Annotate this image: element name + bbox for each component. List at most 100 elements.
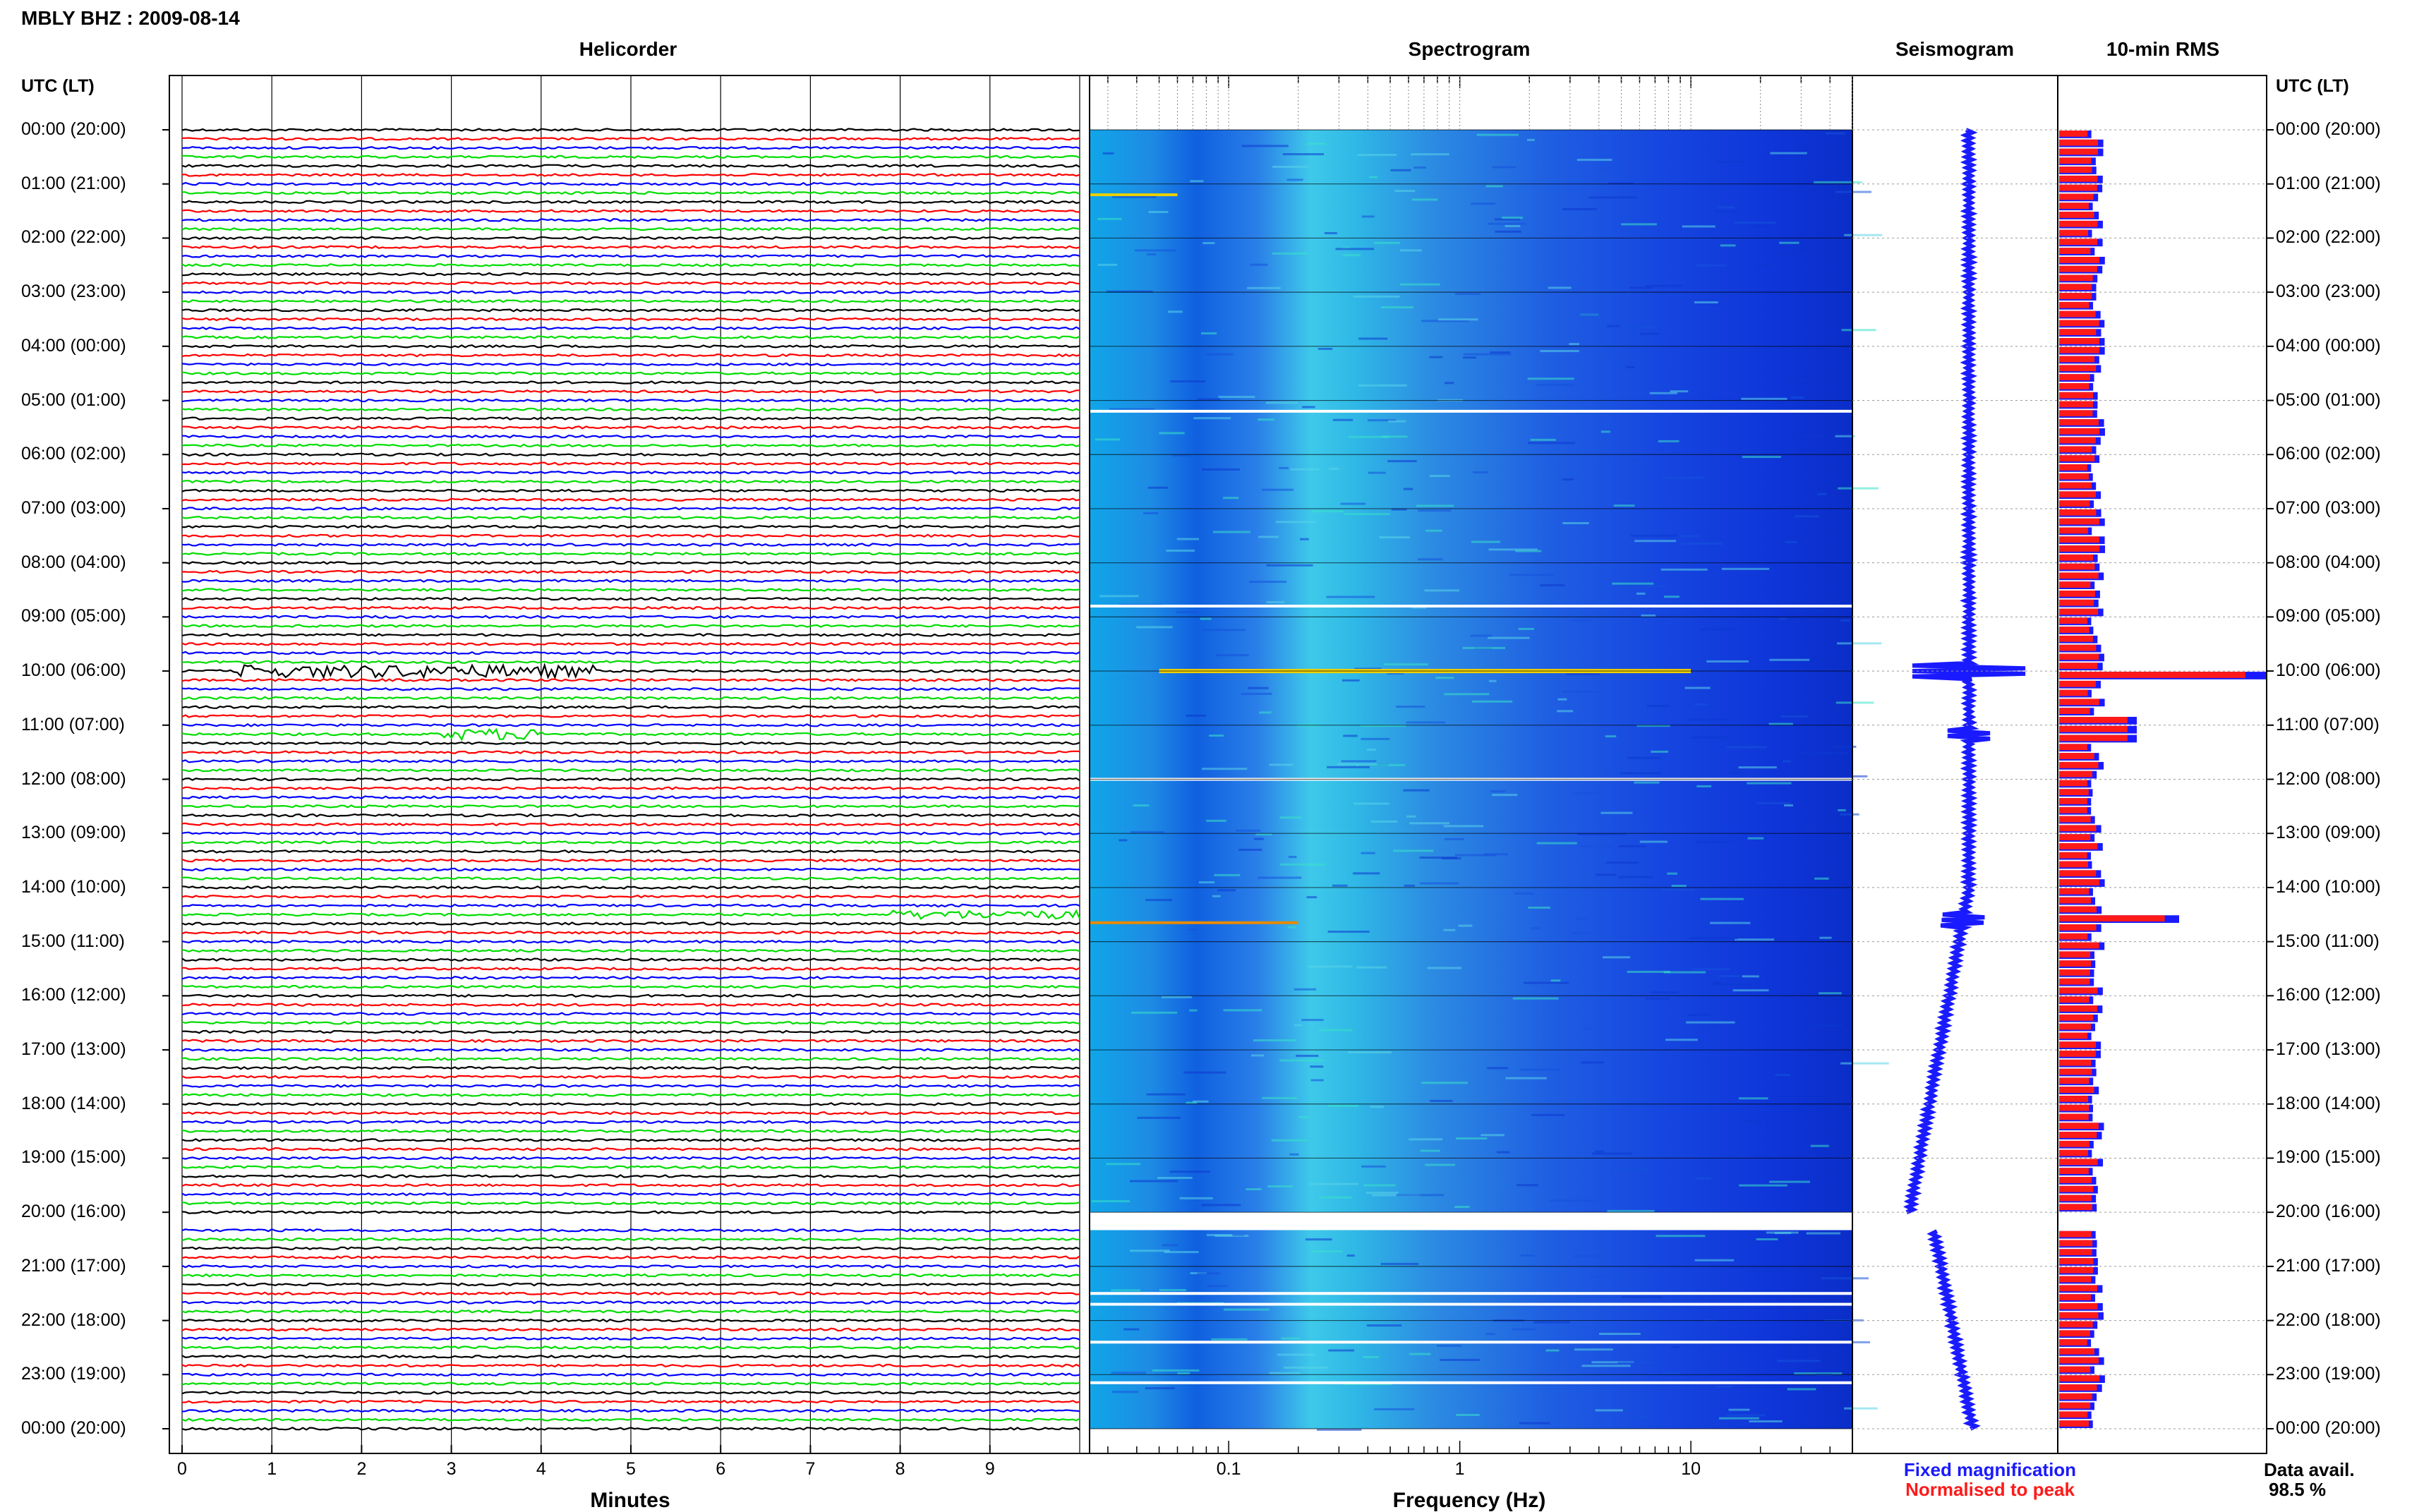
helicorder-trace — [181, 1065, 1080, 1070]
helicorder-trace — [181, 678, 1080, 682]
spectrogram-streak — [1492, 794, 1518, 797]
spectrogram-streak — [1279, 816, 1303, 819]
spectrogram-streak — [1524, 981, 1569, 984]
spectrogram-streak — [1361, 215, 1375, 218]
spectrogram-event — [1090, 921, 1298, 924]
spectrogram-streak — [1695, 1177, 1711, 1180]
spectrogram-streak — [1310, 1250, 1342, 1253]
rms-bar-normalised — [2059, 996, 2090, 1003]
rms-bar-normalised — [2059, 301, 2090, 308]
spectrogram-streak — [1277, 1353, 1315, 1356]
helicorder-trace — [181, 1129, 1080, 1133]
rms-bar-normalised — [2059, 1375, 2100, 1382]
right-time-tick-label: 01:00 (21:00) — [2276, 173, 2381, 193]
rms-bar-normalised — [2059, 382, 2090, 389]
spectrogram-streak — [1409, 1138, 1443, 1141]
spectrogram-streak — [1481, 1134, 1505, 1137]
rms-bar-normalised — [2059, 1159, 2098, 1166]
spectrogram-streak — [1640, 332, 1659, 335]
spectrogram-streak — [1571, 619, 1592, 622]
spectrogram-streak — [1667, 872, 1678, 875]
rms-bar-normalised — [2059, 708, 2090, 715]
helicorder-trace — [181, 128, 1080, 132]
spectrogram-streak — [1470, 634, 1492, 637]
spectrogram-streak — [1794, 1372, 1843, 1375]
spectrogram-streak — [1272, 252, 1308, 255]
rms-bar-normalised — [2059, 320, 2099, 327]
rms-bar-normalised — [2059, 284, 2092, 291]
spectrogram-streak — [1490, 790, 1506, 792]
spectrogram-streak — [1118, 839, 1128, 842]
spectrogram-streak — [1197, 1272, 1221, 1275]
spectrogram-streak — [1129, 1180, 1178, 1183]
spectrogram-streak — [1747, 837, 1764, 840]
helicorder-trace — [181, 975, 1080, 980]
spectrogram-streak — [1634, 1415, 1647, 1418]
spectrogram-streak — [1348, 435, 1389, 438]
spectrogram-streak — [1425, 1163, 1455, 1166]
spectrogram-streak — [1111, 1391, 1139, 1393]
rms-bar-normalised — [2059, 1123, 2099, 1130]
rms-bar-normalised — [2059, 175, 2098, 182]
spectrogram-streak — [1145, 1387, 1176, 1390]
spectrogram-streak — [1341, 760, 1377, 763]
spectrogram-streak — [1430, 1099, 1453, 1102]
spectrogram-streak — [1629, 286, 1653, 289]
helicorder-trace — [181, 1084, 1080, 1088]
spectrogram-streak — [1387, 460, 1417, 463]
helicorder-trace — [181, 1192, 1080, 1197]
rms-bar-normalised — [2059, 509, 2097, 516]
spectrogram-streak — [1485, 185, 1503, 188]
spectrogram-streak — [1099, 595, 1139, 598]
spectrogram-streak — [1214, 1235, 1249, 1238]
rms-bar-normalised — [2059, 1087, 2094, 1093]
spectrogram-streak — [1360, 725, 1406, 727]
spectrogram-streak — [1581, 1061, 1604, 1064]
spectrogram-streak — [1694, 1259, 1735, 1262]
spectrogram-streak — [1783, 379, 1815, 382]
rms-bar-normalised — [2059, 897, 2091, 904]
spectrogram-streak — [1455, 293, 1481, 296]
spectrogram-streak — [1545, 1349, 1560, 1352]
spectrogram-streak — [1778, 713, 1810, 716]
spectrogram-streak — [1718, 206, 1735, 209]
rms-bar-normalised — [2059, 933, 2088, 940]
spectrogram-streak — [1492, 166, 1516, 169]
helicorder-trace — [181, 200, 1080, 205]
spectrogram-streak — [1266, 600, 1285, 603]
spectrogram-streak — [1262, 488, 1294, 491]
spectrogram-streak — [1580, 845, 1614, 848]
helicorder-trace — [181, 452, 1080, 456]
helicorder-trace — [181, 1354, 1080, 1359]
spectrogram-streak — [1646, 284, 1683, 287]
spectrogram-streak — [1223, 1009, 1262, 1012]
spectrogram-streak — [1241, 145, 1289, 147]
rms-bar-normalised — [2059, 329, 2097, 336]
rms-bar-normalised — [2059, 1357, 2099, 1364]
spectrogram-streak — [1747, 782, 1792, 785]
spectrogram-streak — [1393, 849, 1434, 852]
spectrogram-streak — [1608, 182, 1634, 185]
rms-bar-normalised — [2059, 1266, 2094, 1274]
spectrogram-streak — [1201, 468, 1240, 471]
spectrogram-streak — [1485, 1333, 1495, 1336]
spectrogram-streak — [1269, 1372, 1301, 1374]
spectrogram-data-gap — [1090, 1302, 1852, 1306]
spectrogram-streak — [1495, 230, 1521, 233]
spectrogram-streak — [1595, 1409, 1623, 1412]
rms-bar-normalised — [2059, 1249, 2092, 1256]
helicorder-trace — [181, 624, 1080, 628]
rms-bar-normalised — [2059, 888, 2090, 895]
spectrogram-streak — [1259, 711, 1272, 714]
spectrogram-streak — [1691, 736, 1730, 739]
helicorder-trace — [182, 524, 1080, 529]
spectrogram-streak — [1742, 456, 1781, 459]
spectrogram-streak — [1246, 1187, 1262, 1190]
helicorder-trace — [181, 326, 1080, 331]
spectrogram-streak — [1287, 926, 1296, 929]
spectrogram-streak — [1490, 351, 1511, 354]
spectrogram-streak — [1622, 1295, 1663, 1298]
helicorder-trace — [181, 164, 1080, 168]
rms-bar-normalised — [2059, 969, 2090, 976]
spectrogram-streak — [1658, 440, 1680, 442]
